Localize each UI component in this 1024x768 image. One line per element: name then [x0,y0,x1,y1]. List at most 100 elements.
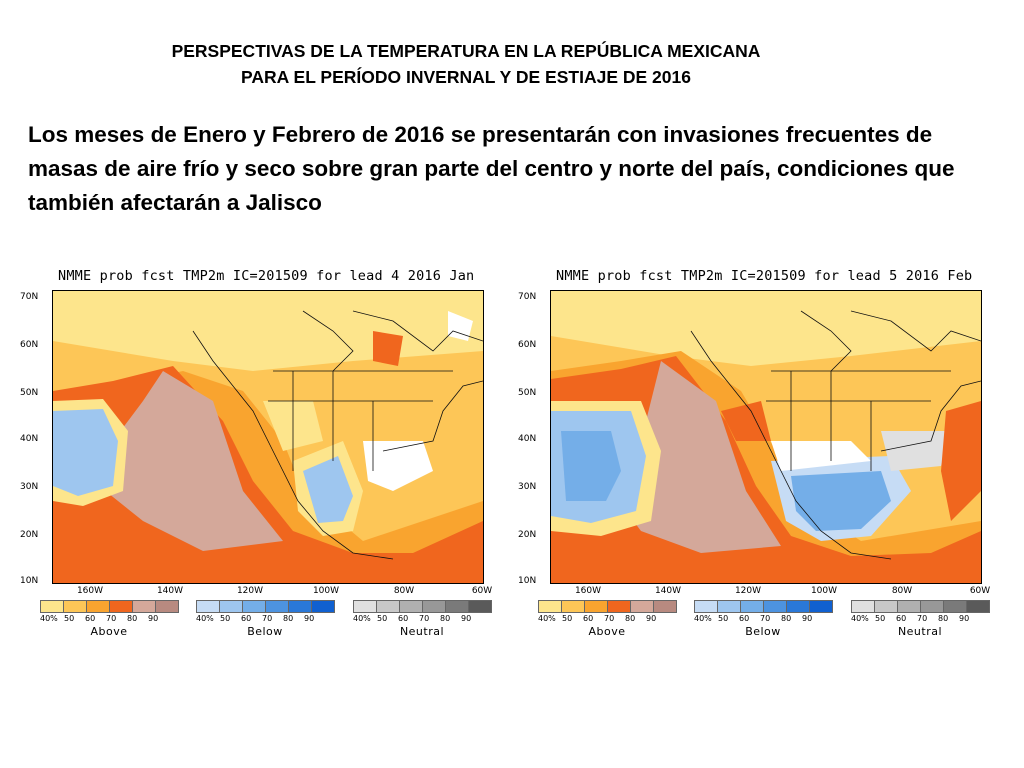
title-line-2: PARA EL PERÍODO INVERNAL Y DE ESTIAJE DE… [241,67,691,87]
map-title-jan: NMME prob fcst TMP2m IC=201509 for lead … [58,268,475,284]
legend-tick: 90 [461,614,472,623]
legend-swatch [445,600,469,613]
legend-tick: 80 [938,614,949,623]
legend-tick: 50 [64,614,75,623]
lon-label: 100W [312,586,340,596]
legend-swatch [809,600,833,613]
legend-swatch [468,600,492,613]
legend-swatch [740,600,764,613]
legend-swatch [376,600,400,613]
legend-above: 40% 50 60 70 80 90 Above [538,600,677,638]
legend-swatch [109,600,133,613]
legend-swatch [897,600,921,613]
legend-swatch [874,600,898,613]
map-panel-feb: NMME prob fcst TMP2m IC=201509 for lead … [518,262,998,642]
legend-swatch [584,600,608,613]
lon-label: 140W [156,586,184,596]
lon-label: 100W [810,586,838,596]
legend-swatch [86,600,110,613]
body-paragraph: Los meses de Enero y Febrero de 2016 se … [28,122,955,215]
lon-label: 140W [654,586,682,596]
forecast-map-jan [52,290,484,584]
map-panel-jan: NMME prob fcst TMP2m IC=201509 for lead … [20,262,500,642]
title-line-1: PERSPECTIVAS DE LA TEMPERATURA EN LA REP… [171,41,761,61]
lat-label: 20N [20,530,39,540]
legend-swatch [630,600,654,613]
legend-tick: 80 [781,614,792,623]
legend-label-below: Below [247,625,283,638]
legend-swatch [155,600,179,613]
legend-swatch [399,600,423,613]
legend-label-above: Above [90,625,128,638]
legend-neutral: 40% 50 60 70 80 90 Neutral [353,600,492,638]
legend-tick: 50 [718,614,729,623]
legend-tick: 90 [802,614,813,623]
map-title-feb: NMME prob fcst TMP2m IC=201509 for lead … [556,268,973,284]
legend-swatch [63,600,87,613]
legend-below: 40% 50 60 70 80 90 Below [694,600,833,638]
legend-swatch [288,600,312,613]
lat-label: 60N [518,340,537,350]
legend-tick: 80 [283,614,294,623]
lat-label: 10N [20,576,39,586]
legend-tick: 90 [646,614,657,623]
legend-swatch [538,600,562,613]
legend-tick: 50 [220,614,231,623]
legend-swatch [311,600,335,613]
legend-tick: 90 [304,614,315,623]
lat-label: 70N [518,292,537,302]
lon-label: 60W [471,586,493,596]
legend-swatch [966,600,990,613]
legend-tick: 50 [562,614,573,623]
legend-swatch [851,600,875,613]
legend-tick: 60 [896,614,907,623]
legend-swatch [694,600,718,613]
forecast-map-feb [550,290,982,584]
lon-label: 60W [969,586,991,596]
legend-tick: 90 [148,614,159,623]
legend-swatch [786,600,810,613]
legend-tick: 40% [694,614,712,623]
lon-label: 80W [891,586,913,596]
legend-tick: 60 [85,614,96,623]
legend-tick: 80 [127,614,138,623]
map-graphic-feb [551,291,981,583]
legend-tick: 50 [377,614,388,623]
legend-swatch [763,600,787,613]
legend-label-neutral: Neutral [399,625,445,638]
legend-tick: 60 [398,614,409,623]
legend-swatch [561,600,585,613]
lat-label: 70N [20,292,39,302]
legend-label-neutral: Neutral [897,625,943,638]
legend-swatch [196,600,220,613]
lat-label: 40N [20,434,39,444]
legend-swatch [219,600,243,613]
lat-label: 10N [518,576,537,586]
legend-label-above: Above [588,625,626,638]
legend-tick: 80 [625,614,636,623]
legend-tick: 70 [917,614,928,623]
lat-label: 50N [518,388,537,398]
legend-tick: 40% [353,614,371,623]
legend-tick: 70 [106,614,117,623]
legend-swatch [943,600,967,613]
legend-swatch [132,600,156,613]
lat-label: 60N [20,340,39,350]
legend-swatch [920,600,944,613]
lon-label: 80W [393,586,415,596]
legend-swatch [265,600,289,613]
legend-tick: 70 [262,614,273,623]
legend-swatch [607,600,631,613]
legend-tick: 90 [959,614,970,623]
legend-label-below: Below [745,625,781,638]
legend-tick: 70 [760,614,771,623]
lon-label: 160W [574,586,602,596]
lon-label: 120W [236,586,264,596]
lat-label: 40N [518,434,537,444]
legend-swatch [40,600,64,613]
legend-tick: 50 [875,614,886,623]
legend-neutral: 40% 50 60 70 80 90 Neutral [851,600,990,638]
lon-label: 160W [76,586,104,596]
lat-label: 20N [518,530,537,540]
slide-title: PERSPECTIVAS DE LA TEMPERATURA EN LA REP… [0,38,932,90]
